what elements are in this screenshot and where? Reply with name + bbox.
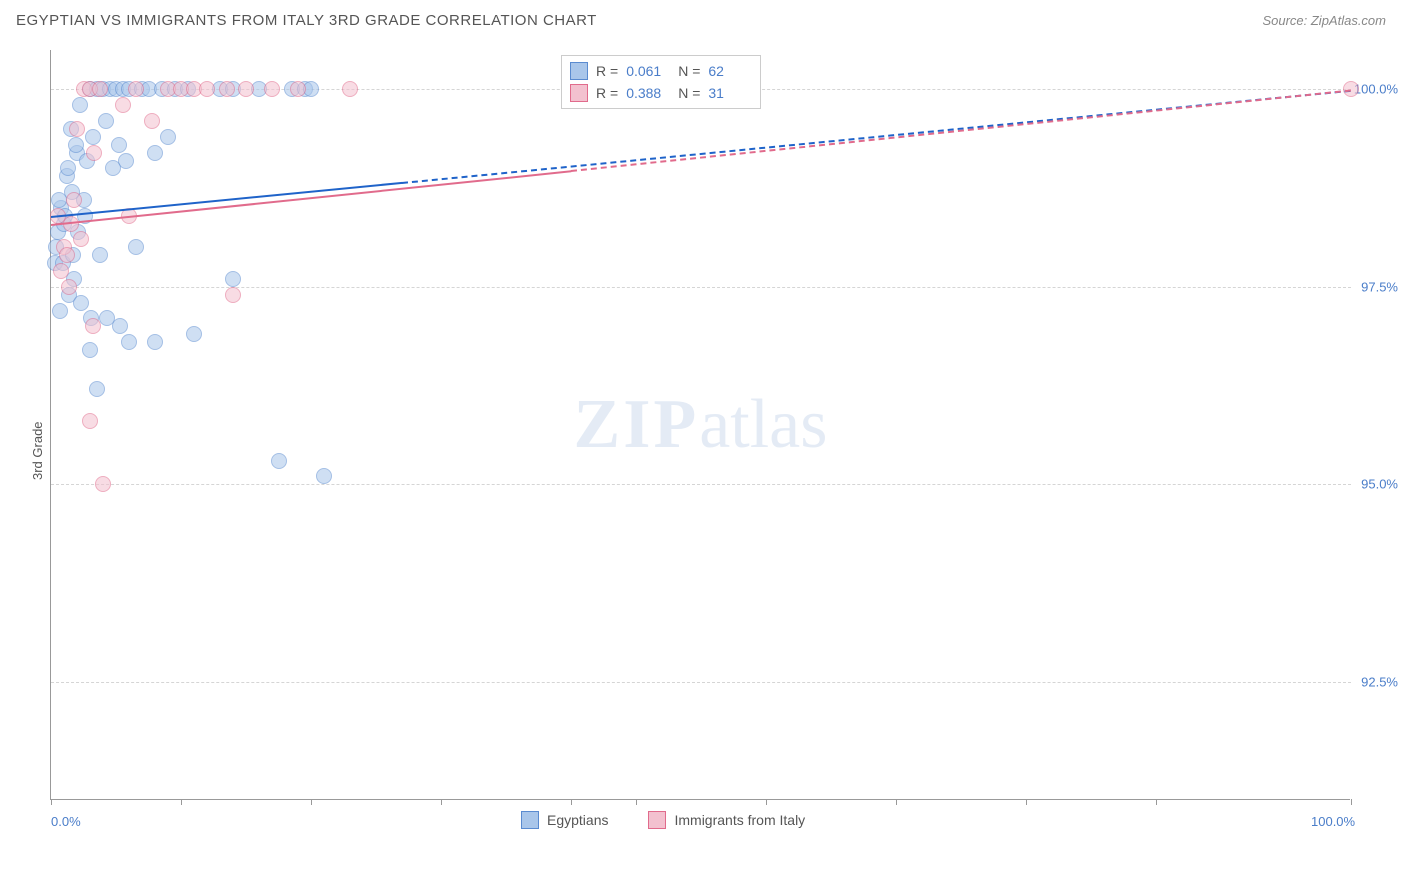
scatter-point [115, 97, 131, 113]
scatter-point [199, 81, 215, 97]
scatter-point [53, 263, 69, 279]
trend-line [51, 182, 402, 218]
scatter-point [73, 295, 89, 311]
scatter-point [290, 81, 306, 97]
xtick [1026, 799, 1027, 805]
n-value: 31 [708, 85, 752, 101]
xtick [181, 799, 182, 805]
scatter-point [82, 342, 98, 358]
n-value: 62 [708, 63, 752, 79]
xtick [1351, 799, 1352, 805]
scatter-point [72, 97, 88, 113]
scatter-point [128, 81, 144, 97]
scatter-point [225, 287, 241, 303]
scatter-point [92, 247, 108, 263]
gridline [51, 484, 1351, 485]
legend-swatch [570, 84, 588, 102]
legend-stats-row: R = 0.061 N = 62 [570, 60, 752, 82]
chart-area: 3rd Grade ZIPatlas 92.5%95.0%97.5%100.0%… [50, 50, 1390, 800]
scatter-point [92, 81, 108, 97]
scatter-point [225, 271, 241, 287]
xtick [636, 799, 637, 805]
r-value: 0.061 [626, 63, 670, 79]
r-value: 0.388 [626, 85, 670, 101]
scatter-point [68, 137, 84, 153]
xtick [311, 799, 312, 805]
scatter-point [316, 468, 332, 484]
chart-title: EGYPTIAN VS IMMIGRANTS FROM ITALY 3RD GR… [16, 12, 597, 29]
scatter-point [86, 145, 102, 161]
ytick-label: 92.5% [1361, 674, 1398, 689]
scatter-point [128, 239, 144, 255]
legend-stats: R = 0.061 N = 62 R = 0.388 N = 31 [561, 55, 761, 109]
legend-series: Egyptians Immigrants from Italy [521, 811, 805, 829]
chart-source: Source: ZipAtlas.com [1262, 13, 1386, 28]
scatter-point [238, 81, 254, 97]
xtick [571, 799, 572, 805]
r-label: R = [596, 63, 618, 79]
n-label: N = [678, 85, 700, 101]
legend-label: Immigrants from Italy [674, 812, 805, 828]
scatter-point [52, 303, 68, 319]
scatter-point [160, 129, 176, 145]
scatter-point [98, 113, 114, 129]
scatter-point [51, 192, 67, 208]
scatter-point [112, 318, 128, 334]
y-axis-label: 3rd Grade [30, 421, 45, 480]
xtick [441, 799, 442, 805]
scatter-point [186, 326, 202, 342]
legend-swatch [570, 62, 588, 80]
xtick-label: 0.0% [51, 814, 81, 829]
r-label: R = [596, 85, 618, 101]
scatter-point [219, 81, 235, 97]
xtick-label: 100.0% [1311, 814, 1355, 829]
scatter-point [271, 453, 287, 469]
scatter-point [61, 279, 77, 295]
chart-header: EGYPTIAN VS IMMIGRANTS FROM ITALY 3RD GR… [0, 0, 1406, 37]
scatter-point [82, 413, 98, 429]
legend-item: Immigrants from Italy [648, 811, 805, 829]
legend-label: Egyptians [547, 812, 608, 828]
ytick-label: 97.5% [1361, 279, 1398, 294]
ytick-label: 100.0% [1354, 82, 1398, 97]
trend-line [51, 170, 571, 226]
scatter-point [342, 81, 358, 97]
source-prefix: Source: [1262, 13, 1310, 28]
plot-region: ZIPatlas 92.5%95.0%97.5%100.0%0.0%100.0%… [50, 50, 1350, 800]
scatter-point [66, 192, 82, 208]
scatter-point [59, 247, 75, 263]
legend-stats-row: R = 0.388 N = 31 [570, 82, 752, 104]
scatter-point [144, 113, 160, 129]
scatter-point [105, 160, 121, 176]
watermark-rest: atlas [699, 386, 827, 463]
scatter-point [69, 121, 85, 137]
scatter-point [111, 137, 127, 153]
xtick [1156, 799, 1157, 805]
gridline [51, 682, 1351, 683]
xtick [896, 799, 897, 805]
scatter-point [95, 476, 111, 492]
n-label: N = [678, 63, 700, 79]
scatter-point [73, 231, 89, 247]
scatter-point [121, 334, 137, 350]
watermark-bold: ZIP [574, 386, 700, 463]
scatter-point [147, 334, 163, 350]
ytick-label: 95.0% [1361, 477, 1398, 492]
xtick [51, 799, 52, 805]
gridline [51, 287, 1351, 288]
scatter-point [60, 160, 76, 176]
source-name: ZipAtlas.com [1311, 13, 1386, 28]
watermark: ZIPatlas [574, 385, 828, 465]
scatter-point [85, 129, 101, 145]
legend-item: Egyptians [521, 811, 608, 829]
scatter-point [89, 381, 105, 397]
scatter-point [264, 81, 280, 97]
scatter-point [85, 318, 101, 334]
legend-swatch [521, 811, 539, 829]
scatter-point [147, 145, 163, 161]
xtick [766, 799, 767, 805]
legend-swatch [648, 811, 666, 829]
